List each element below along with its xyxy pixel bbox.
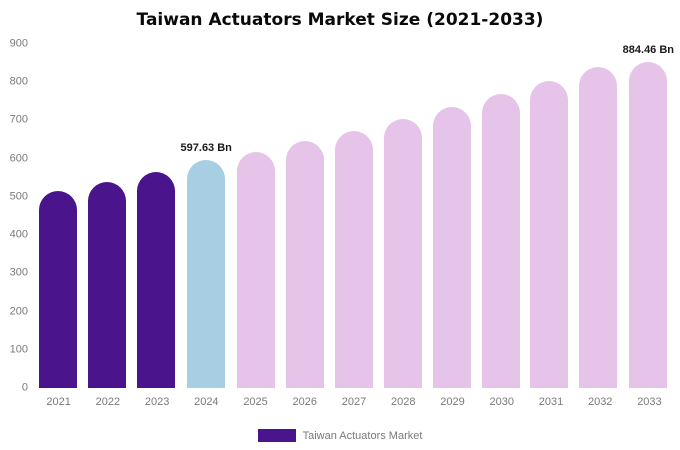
bar-2031[interactable] <box>530 81 569 388</box>
x-tick-label-2026: 2026 <box>292 396 318 408</box>
y-axis: 0 100 200 300 400 500 600 700 800 900 <box>0 38 32 393</box>
bar-2030[interactable] <box>481 94 520 388</box>
x-tick-label-2021: 2021 <box>46 396 71 408</box>
x-tick-label-2025: 2025 <box>243 396 268 408</box>
bar-slot-2024: 597.63 Bn <box>181 44 232 388</box>
x-tick-label-2024: 2024 <box>194 396 219 408</box>
x-tick-label-2023: 2023 <box>144 396 170 408</box>
y-tick-label: 200 <box>9 305 28 318</box>
bar-slot-2025 <box>232 44 281 388</box>
x-tick-label-2022: 2022 <box>95 396 121 408</box>
y-tick-label: 500 <box>9 190 28 203</box>
bar-value-label-2024: 597.63 Bn <box>180 141 232 154</box>
bar-slot-2026 <box>281 44 330 388</box>
x-tick-label-2027: 2027 <box>341 396 367 408</box>
bar-2023[interactable] <box>137 172 176 388</box>
bar-2028[interactable] <box>383 119 422 388</box>
bar-slot-2031 <box>525 44 574 388</box>
bar-2022[interactable] <box>88 181 127 388</box>
bar-2033[interactable] <box>629 62 668 388</box>
x-axis: 2021 2022 2023 2024 2025 2026 2027 2028 2029 2030… <box>34 396 674 414</box>
bar-slot-2028 <box>378 44 427 388</box>
y-tick-label: 300 <box>9 266 28 279</box>
y-tick-label: 0 <box>21 381 28 394</box>
x-tick-label-2032: 2032 <box>587 396 613 408</box>
bar-slot-2032 <box>574 44 623 388</box>
bar-slot-2023 <box>132 44 181 388</box>
x-tick-label-2031: 2031 <box>538 396 564 408</box>
x-tick-label-2033: 2033 <box>637 396 662 408</box>
bar-slot-2033: 884.46 Bn <box>623 44 674 388</box>
bar-slot-2029 <box>427 44 476 388</box>
chart-title: Taiwan Actuators Market Size (2021-2033) <box>136 10 544 30</box>
bar-2021[interactable] <box>39 191 78 388</box>
legend-swatch <box>257 429 296 442</box>
bar-2027[interactable] <box>335 130 374 388</box>
bar-slot-2030 <box>476 44 525 388</box>
bar-2024[interactable] <box>187 159 226 388</box>
x-tick-label-2029: 2029 <box>440 396 465 408</box>
y-tick-label: 100 <box>9 343 28 356</box>
bar-slot-2022 <box>83 44 132 388</box>
bar-2025[interactable] <box>237 152 276 388</box>
bar-slot-2027 <box>330 44 379 388</box>
y-tick-label: 700 <box>9 113 28 126</box>
y-tick-label: 800 <box>9 75 28 88</box>
y-tick-label: 900 <box>9 37 28 50</box>
bar-value-label-2033: 884.46 Bn <box>622 44 675 56</box>
x-tick-label-2028: 2028 <box>391 396 416 408</box>
bar-2032[interactable] <box>579 66 618 388</box>
bar-slot-2021 <box>34 44 83 388</box>
y-tick-label: 400 <box>9 228 28 241</box>
legend[interactable]: Taiwan Actuators Market <box>0 429 680 442</box>
x-tick-label-2030: 2030 <box>489 396 514 408</box>
y-tick-label: 600 <box>9 152 28 165</box>
bars: 597.63 Bn 884.46 Bn <box>34 44 674 388</box>
bar-2026[interactable] <box>286 141 325 388</box>
legend-label: Taiwan Actuators Market <box>302 429 423 442</box>
bar-2029[interactable] <box>432 107 471 388</box>
